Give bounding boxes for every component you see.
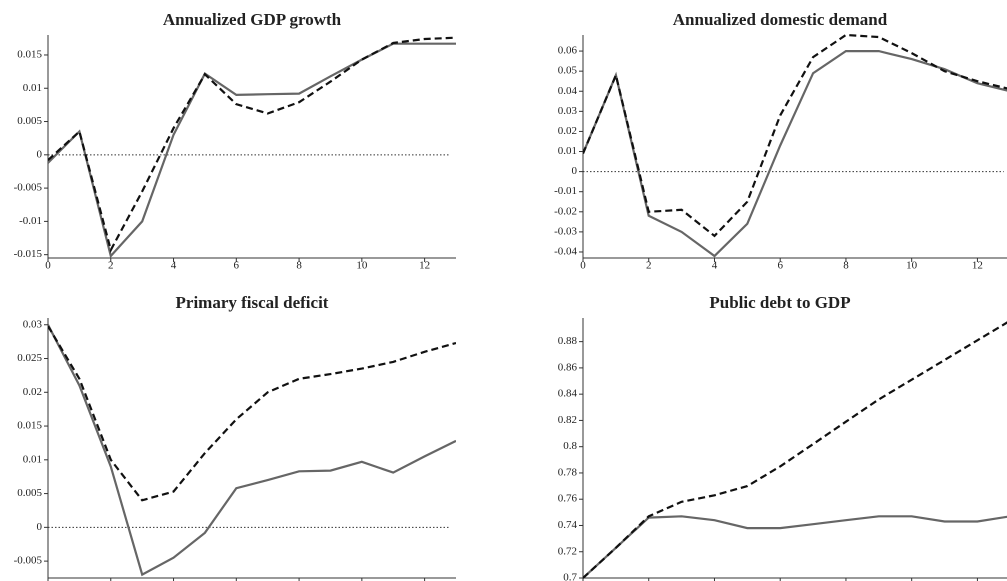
y-tick-label: -0.005 [14,182,43,194]
series-line [48,324,456,577]
x-tick-label: 0 [45,260,51,272]
x-tick-label: 4 [171,260,177,272]
y-tick-label: 0.88 [558,335,578,347]
y-tick-label: 0.8 [563,440,577,452]
y-tick-label: 0.78 [558,466,578,478]
x-tick-label: 8 [843,580,849,581]
series-line [48,36,456,253]
x-tick-label: 12 [419,260,430,272]
x-tick-label: 8 [296,260,302,272]
y-tick-label: -0.03 [554,225,577,237]
y-tick-label: 0.74 [558,519,578,531]
y-tick-label: 0.82 [558,414,577,426]
panel: Annualized domestic demand -0.04 -0.03 -0.0… [554,10,1007,272]
series-line [48,42,456,259]
series-line [583,50,1007,258]
series-line [48,325,456,502]
y-tick-label: 0.76 [558,493,578,505]
y-tick-label: 0.72 [558,545,577,557]
x-tick-label: 6 [234,580,240,581]
series-line [583,515,1007,579]
chart-title: Annualized domestic demand [673,10,888,29]
chart-title: Public debt to GDP [709,293,850,312]
y-tick-label: 0.03 [558,105,578,117]
panel: Primary fiscal deficit -0.005 0 0.005 0.01 0.… [14,293,456,581]
y-tick-label: 0.01 [23,453,42,465]
y-tick-label: 0.02 [23,386,42,398]
y-tick-label: -0.005 [14,555,43,567]
x-tick-label: 2 [646,260,652,272]
x-tick-label: 0 [580,260,586,272]
panel: Public debt to GDP 0.7 0.72 0.74 0.76 0.78 0.8… [558,293,1007,581]
y-tick-label: 0.84 [558,388,578,400]
x-tick-label: 8 [843,260,849,272]
y-tick-label: -0.01 [19,215,42,227]
y-tick-label: 0.005 [17,487,42,499]
y-tick-label: 0.03 [23,318,43,330]
y-tick-label: 0.01 [23,82,42,94]
x-tick-label: 4 [171,580,177,581]
x-tick-label: 2 [646,580,652,581]
y-tick-label: 0.05 [558,65,578,77]
x-tick-label: 10 [356,260,368,272]
x-tick-label: 4 [712,580,718,581]
y-tick-label: 0.015 [17,49,42,61]
y-tick-label: 0.86 [558,361,578,373]
x-tick-label: 6 [234,260,240,272]
x-tick-label: 0 [45,580,51,581]
y-tick-label: -0.04 [554,246,577,258]
series-line [583,33,1007,238]
x-tick-label: 10 [906,260,918,272]
y-tick-label: 0.015 [17,420,42,432]
x-tick-label: 6 [777,580,783,581]
y-tick-label: 0.025 [17,352,42,364]
y-tick-label: 0.005 [17,115,42,127]
y-tick-label: -0.015 [14,248,43,260]
x-tick-label: 12 [972,260,983,272]
y-tick-label: 0 [572,165,578,177]
x-tick-label: 4 [712,260,718,272]
y-tick-label: 0 [37,148,43,160]
chart-title: Annualized GDP growth [163,10,342,29]
x-tick-label: 0 [580,580,586,581]
y-tick-label: 0.01 [558,145,577,157]
y-tick-label: 0.06 [558,45,578,57]
x-tick-label: 6 [777,260,783,272]
panel: Annualized GDP growth -0.015 -0.01 -0.005 0 0… [14,10,456,272]
x-tick-label: 2 [108,260,114,272]
y-tick-label: -0.02 [554,205,577,217]
y-tick-label: 0 [37,521,43,533]
x-tick-label: 8 [296,580,302,581]
x-tick-label: 10 [356,580,368,581]
y-tick-label: 0.7 [563,572,577,581]
y-tick-label: 0.04 [558,85,578,97]
y-tick-label: -0.01 [554,185,577,197]
x-tick-label: 12 [972,580,983,581]
x-tick-label: 2 [108,580,114,581]
chart-title: Primary fiscal deficit [176,293,329,312]
x-tick-label: 12 [419,580,430,581]
y-tick-label: 0.02 [558,125,577,137]
x-tick-label: 10 [906,580,918,581]
series-line [583,321,1007,579]
